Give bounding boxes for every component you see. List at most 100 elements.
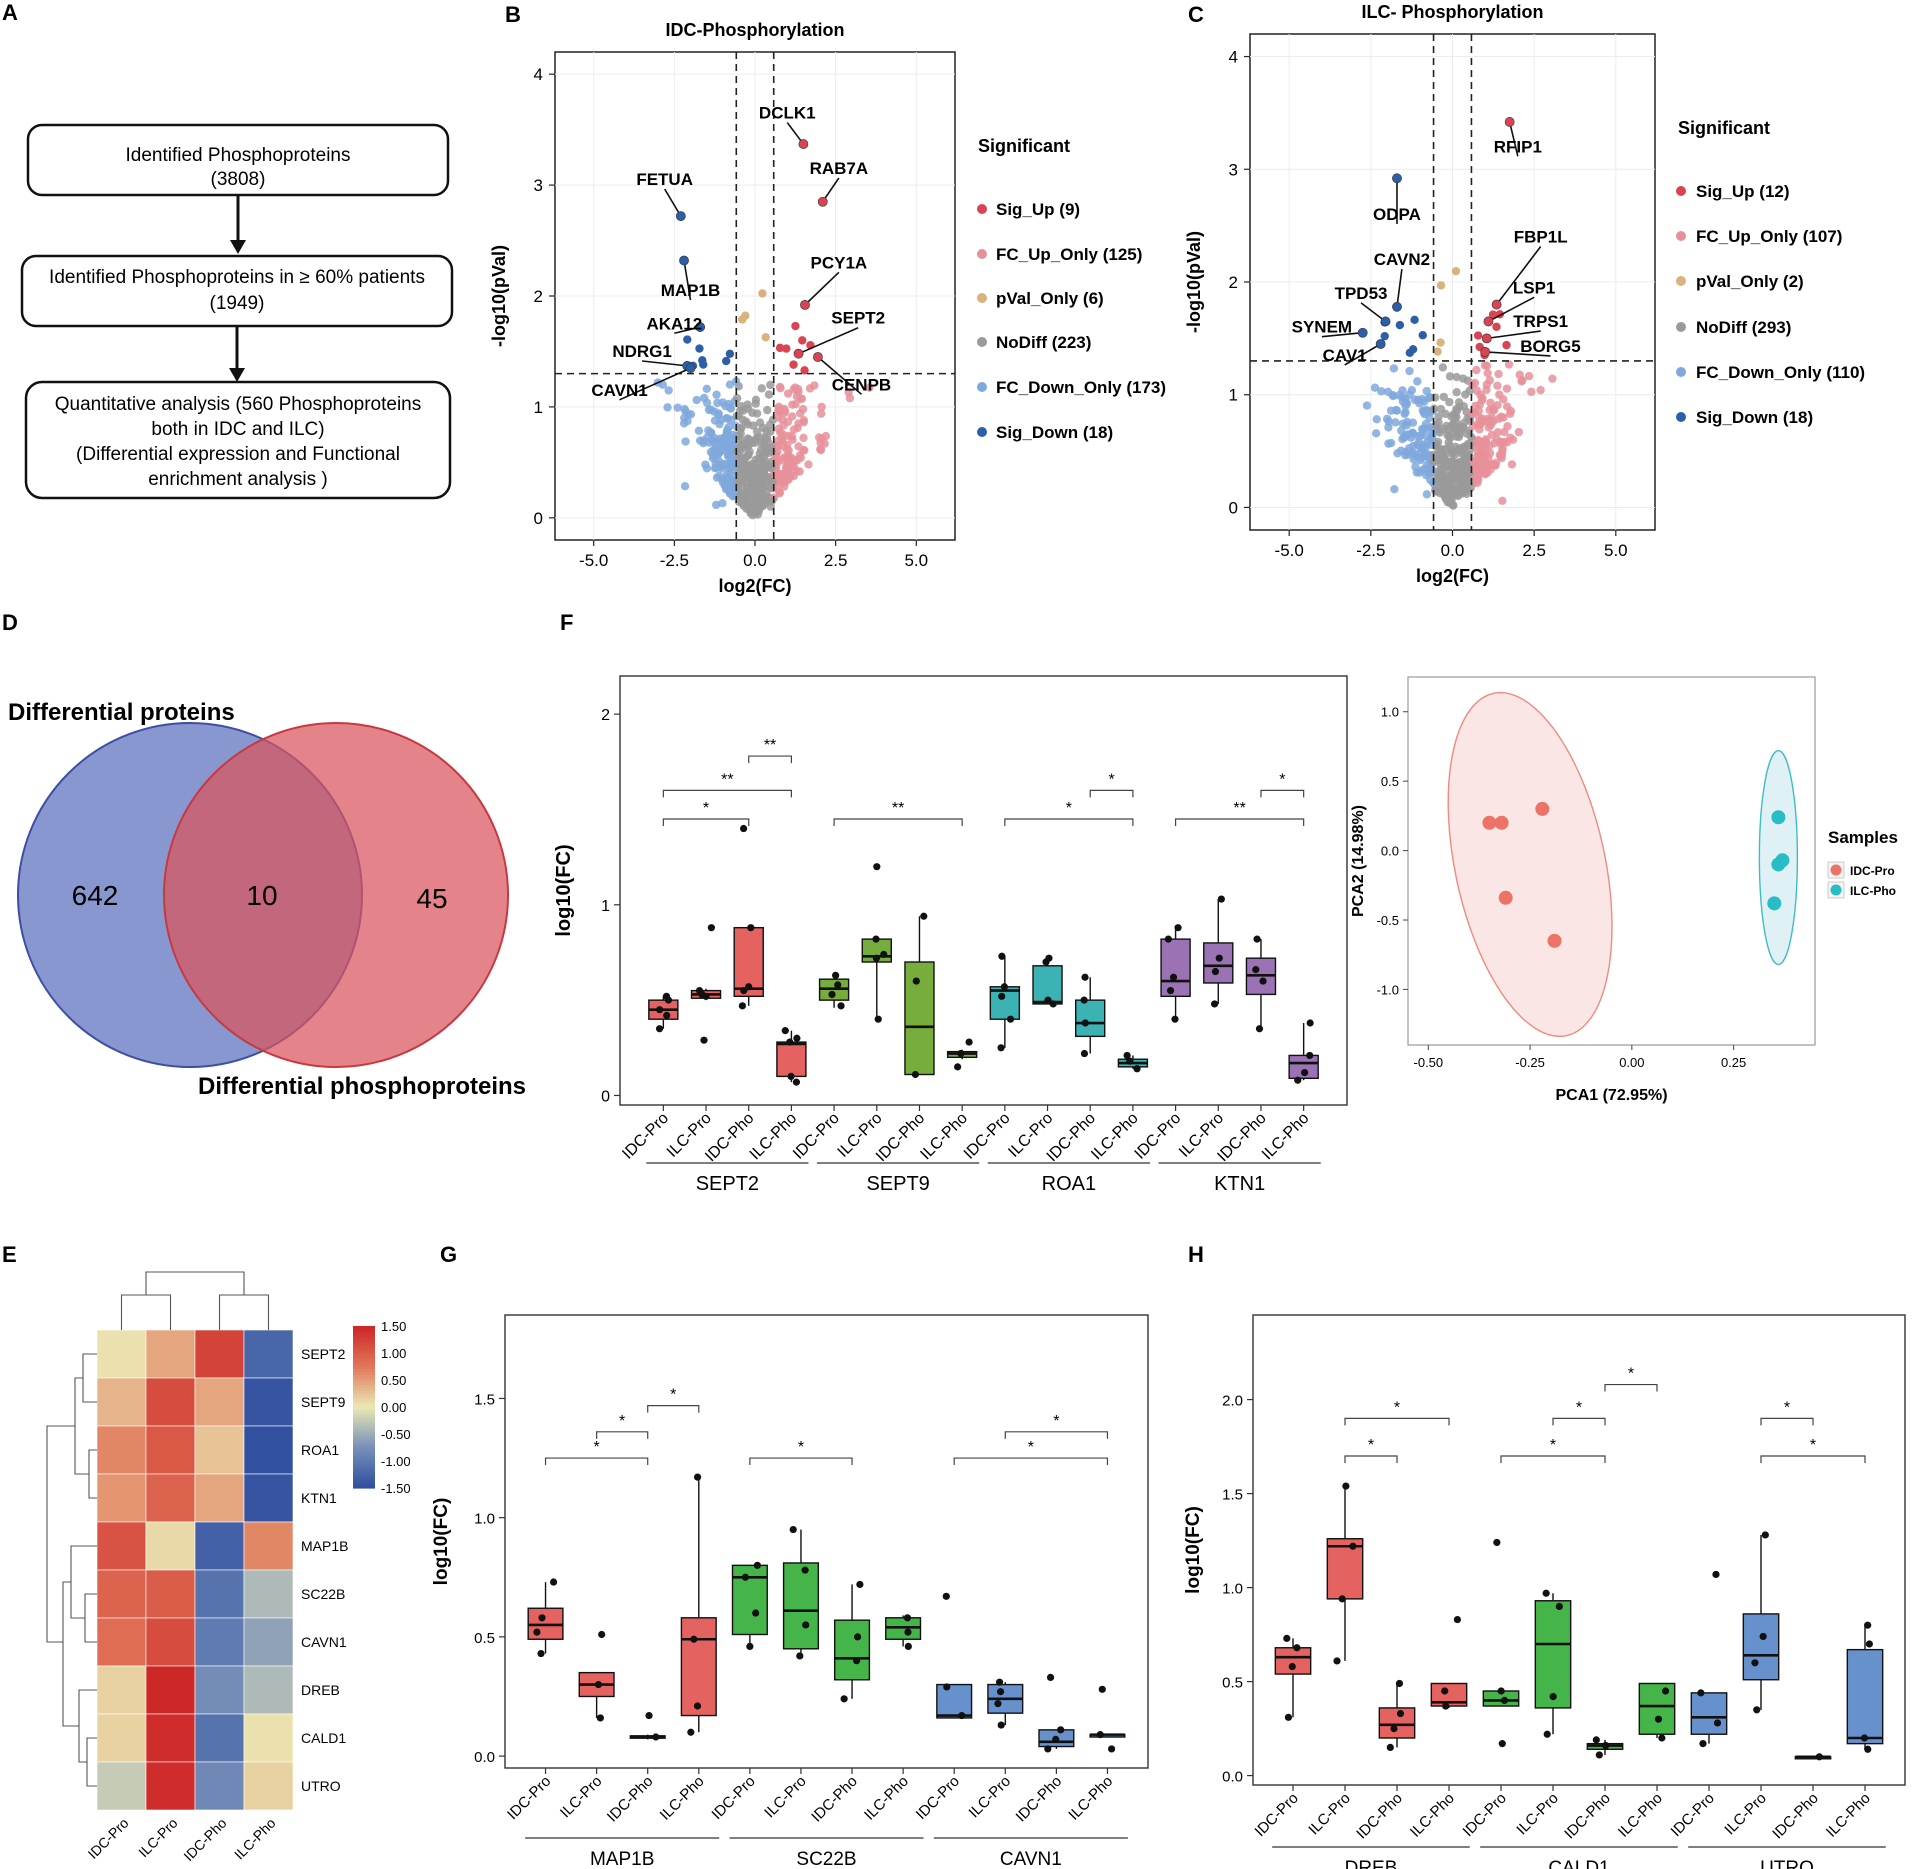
x-tick-label: IDC-Pho [1013, 1773, 1066, 1826]
legend-b-swatch-fc-down [977, 382, 987, 392]
data-point [754, 456, 764, 465]
data-point [1865, 1640, 1873, 1648]
significance-star: ** [764, 737, 776, 754]
data-point [1000, 983, 1008, 991]
data-point [681, 437, 690, 446]
data-point [1864, 1745, 1872, 1753]
data-point [726, 455, 736, 464]
significance-bracket [1004, 818, 1134, 826]
x-axis-label: log2(FC) [1416, 566, 1489, 586]
data-point [1436, 338, 1445, 347]
column-dendrogram [218, 1294, 270, 1330]
significance-star: * [1576, 1399, 1582, 1416]
data-point [1333, 1657, 1341, 1665]
flow-step-3-line4: enrichment analysis ) [148, 469, 328, 490]
significance-star: * [1550, 1437, 1556, 1454]
data-point [779, 442, 789, 451]
data-point [1498, 496, 1507, 506]
data-point [1401, 450, 1410, 460]
x-tick-label: -2.5 [660, 551, 689, 570]
heatmap-cell [194, 1377, 245, 1427]
flow-step-1-line2: (3808) [211, 169, 266, 190]
labeled-data-point [1483, 316, 1494, 327]
data-point [789, 1525, 797, 1534]
significance-bracket [1500, 1455, 1606, 1463]
x-tick-label: ILC-Pro [1721, 1790, 1770, 1839]
x-tick-label: 0.0 [1441, 541, 1465, 560]
data-point [776, 428, 785, 437]
data-label: FETUA [636, 170, 693, 189]
data-point [680, 404, 689, 414]
data-point [736, 401, 746, 411]
data-point [1493, 401, 1502, 410]
data-point [714, 410, 723, 420]
data-point [1398, 386, 1407, 395]
data-point [673, 403, 682, 412]
y-axis-label: log10(FC) [553, 844, 575, 936]
data-point [1761, 1531, 1769, 1539]
heatmap-cell [96, 1521, 147, 1571]
data-point [1396, 1709, 1405, 1718]
data-point [792, 1078, 801, 1086]
data-point [759, 467, 769, 476]
data-point [761, 333, 770, 342]
data-point [789, 360, 798, 369]
colorbar-segment [353, 1377, 375, 1381]
box-body [1742, 1613, 1780, 1681]
y-tick-label: 0.5 [474, 1630, 495, 1647]
row-dendrogram [46, 1425, 75, 1643]
colorbar-segment [353, 1334, 375, 1338]
data-point [1006, 1015, 1015, 1023]
data-point [1428, 466, 1437, 475]
data-point [1441, 494, 1451, 504]
data-point [1451, 266, 1461, 276]
data-point [1126, 1057, 1134, 1065]
data-point [1402, 399, 1411, 408]
flow-arrowhead-2 [229, 368, 245, 382]
data-point [1498, 890, 1513, 905]
box-body [1534, 1600, 1572, 1709]
data-point [1442, 1702, 1450, 1710]
box-body [1690, 1692, 1728, 1735]
y-tick-label: 1 [601, 898, 610, 915]
data-point [1349, 1542, 1357, 1550]
colorbar-label: 0.00 [381, 1400, 406, 1415]
significance-star: * [670, 1387, 676, 1404]
data-label: RAB7A [810, 159, 869, 178]
data-point [1543, 1730, 1551, 1738]
panel-label-e: E [2, 1242, 17, 1267]
data-point [840, 1695, 848, 1703]
data-point [1052, 1735, 1060, 1743]
heatmap-cell [243, 1617, 294, 1667]
data-point [1476, 390, 1485, 400]
data-point [1480, 470, 1490, 479]
group-label: CAVN1 [1000, 1849, 1062, 1869]
significance-bracket [953, 1457, 1109, 1466]
data-point [1472, 365, 1481, 375]
data-point [1504, 360, 1514, 369]
row-label: ROA1 [301, 1442, 339, 1458]
significance-star: ** [721, 771, 733, 788]
y-tick-label: 0.0 [1222, 1769, 1243, 1786]
data-point [687, 1728, 695, 1736]
data-point [746, 1642, 754, 1651]
column-dendrogram [145, 1271, 245, 1295]
heatmap-cell [243, 1521, 294, 1571]
volcano-plot-idc: -5.0 -2.5 0.0 2.5 5.0 0 1 2 3 4 DCLK1 RAB7A PCY1A SEP… [489, 20, 956, 596]
data-point [1383, 387, 1393, 396]
data-point [1429, 457, 1439, 467]
data-point [1488, 310, 1498, 319]
venn-overlap-count: 10 [246, 880, 277, 911]
data-point [724, 422, 733, 432]
data-point [1479, 462, 1488, 472]
plot-frame [619, 675, 1348, 1106]
data-point [1362, 401, 1372, 410]
data-point [1697, 1689, 1705, 1697]
colorbar-segment [353, 1328, 375, 1332]
data-point [997, 1044, 1005, 1052]
colorbar-segment [353, 1466, 375, 1470]
data-label: CENPB [832, 375, 892, 394]
y-tick-label: 1 [1229, 386, 1238, 405]
colorbar-segment [353, 1326, 375, 1330]
data-point [1417, 424, 1427, 434]
